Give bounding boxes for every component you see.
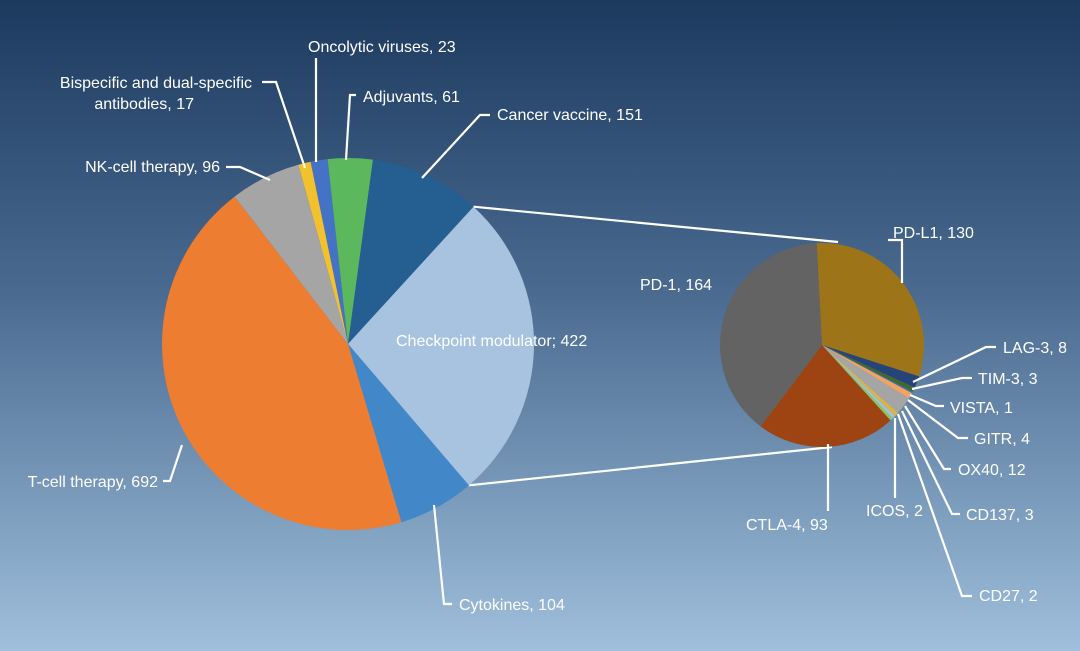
leader-ox40 xyxy=(904,405,951,471)
slice-adjuvants-61 xyxy=(327,157,373,344)
label-tcell: T-cell therapy, 692 xyxy=(28,474,159,491)
leader-lag3 xyxy=(912,345,996,383)
slice-cd27-2 xyxy=(822,345,895,419)
leader-vista xyxy=(909,393,944,408)
label-ctla4: CTLA-4, 93 xyxy=(746,517,828,534)
label-oncolytic: Oncolytic viruses, 23 xyxy=(308,39,456,56)
leader-tim3 xyxy=(911,376,972,391)
label-nkcell: NK-cell therapy, 96 xyxy=(85,159,220,176)
slice-tim-3-3 xyxy=(822,345,915,392)
label-cancer-vaccine: Cancer vaccine, 151 xyxy=(497,107,643,124)
leader-nkcell xyxy=(226,165,271,182)
label-checkpoint: Checkpoint modulator; 422 xyxy=(396,333,587,350)
label-vista: VISTA, 1 xyxy=(950,400,1013,417)
leader-lines xyxy=(163,58,996,606)
slice-oncolytic-viruses-23 xyxy=(310,159,348,344)
leader-tcell xyxy=(163,444,184,483)
checkpoint-sub-pie xyxy=(720,242,924,447)
label-tim3: TIM-3, 3 xyxy=(978,371,1038,388)
connector-top xyxy=(473,205,839,244)
leader-cancer-vaccine xyxy=(421,113,490,179)
main-pie xyxy=(162,157,534,530)
label-bispecific-line2: antibodies, 17 xyxy=(94,96,194,113)
slice-t-cell-therapy-692 xyxy=(162,196,402,530)
leader-cd137 xyxy=(901,410,960,516)
slice-nk-cell-therapy-96 xyxy=(234,164,348,344)
slice-lag-3-8 xyxy=(822,345,920,388)
slice-ox40-12 xyxy=(822,345,909,413)
slice-pd-1-164 xyxy=(720,243,822,427)
label-gitr: GITR, 4 xyxy=(974,431,1030,448)
label-pd1: PD-1, 164 xyxy=(640,277,712,294)
slice-cd137-3 xyxy=(822,345,899,417)
label-bispecific-line1: Bispecific and dual-specific xyxy=(60,75,252,92)
slice-bispecific-and-dual-specific-antibodies-17 xyxy=(298,161,348,344)
slice-cytokines-104 xyxy=(348,344,469,523)
label-cd137: CD137, 3 xyxy=(966,507,1034,524)
slice-labels: Bispecific and dual-specific antibodies,… xyxy=(28,39,1068,614)
leader-cd27 xyxy=(896,413,972,598)
leader-adjuvants xyxy=(344,93,356,161)
label-icos: ICOS, 2 xyxy=(866,503,923,520)
slice-ctla-4-93 xyxy=(760,345,891,447)
slice-cancer-vaccine-151 xyxy=(348,159,474,344)
pie-connectors xyxy=(468,205,839,487)
leader-cytokines xyxy=(432,504,452,606)
label-cd27: CD27, 2 xyxy=(979,588,1038,605)
slice-vista-1 xyxy=(822,345,913,394)
leader-bispecific xyxy=(262,80,307,169)
connector-bottom xyxy=(468,445,833,487)
label-adjuvants: Adjuvants, 61 xyxy=(363,89,460,106)
label-lag3: LAG-3, 8 xyxy=(1003,340,1067,357)
label-pdl1: PD-L1, 130 xyxy=(893,225,974,242)
label-ox40: OX40, 12 xyxy=(958,462,1026,479)
slice-icos-2 xyxy=(822,345,893,421)
slice-gitr-4 xyxy=(822,345,912,399)
leader-pdl1 xyxy=(888,238,904,283)
label-cytokines: Cytokines, 104 xyxy=(459,597,565,614)
leader-gitr xyxy=(907,399,968,440)
slice-pd-l1-130 xyxy=(816,242,924,377)
slice-checkpoint-modulator-422 xyxy=(348,206,534,486)
